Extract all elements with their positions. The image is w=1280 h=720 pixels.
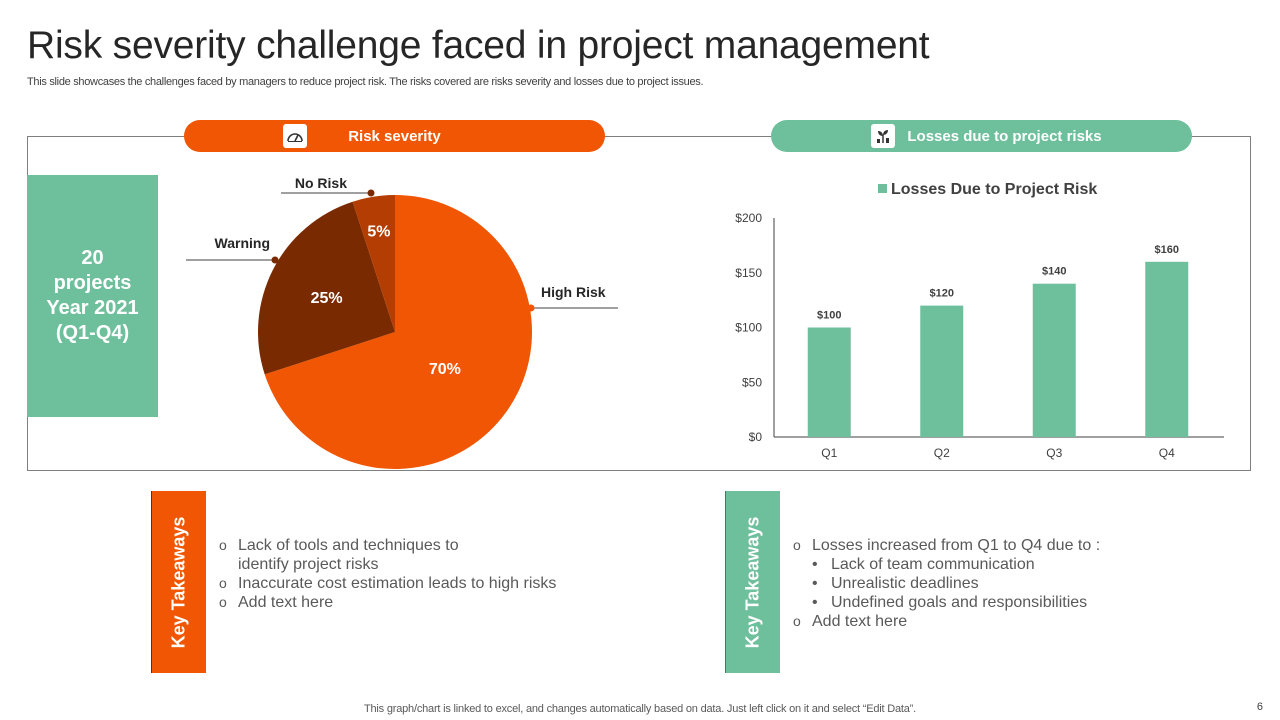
- callout-dot: [367, 189, 375, 197]
- bar-q1: [807, 327, 851, 437]
- gauge-icon: [283, 124, 307, 148]
- legend-swatch: [878, 184, 887, 193]
- footer-note: This graph/chart is linked to excel, and…: [364, 703, 916, 715]
- pie-value-label: 5%: [367, 224, 390, 241]
- key-takeaways-tab-left: Key Takeaways: [151, 491, 206, 673]
- x-tick-label: Q4: [1159, 446, 1175, 460]
- y-tick-label: $50: [742, 375, 762, 389]
- page-title: Risk severity challenge faced in project…: [27, 24, 930, 67]
- y-tick-label: $100: [735, 321, 762, 335]
- takeaways-left-list: o Lack of tools and techniques to identif…: [219, 536, 639, 612]
- x-tick-label: Q1: [821, 446, 837, 460]
- page-subtitle: This slide showcases the challenges face…: [27, 76, 704, 88]
- list-sub-item: • Lack of team communication: [812, 556, 1035, 573]
- callout-dot: [527, 304, 535, 312]
- list-item: o Add text here: [219, 594, 334, 611]
- risk-severity-pie-chart[interactable]: 70% High Risk 25% Warning 5% No Risk: [186, 175, 618, 469]
- money-plant-icon: [871, 124, 895, 148]
- x-tick-label: Q3: [1046, 446, 1062, 460]
- pie-category-label: No Risk: [295, 175, 347, 191]
- bar-value-label: $100: [817, 310, 841, 322]
- takeaways-right-list: o Losses increased from Q1 to Q4 due to :…: [793, 536, 1233, 631]
- x-tick-label: Q2: [934, 446, 950, 460]
- key-takeaways-tab-right: Key Takeaways: [725, 491, 780, 673]
- pie-slice-warning: [258, 201, 395, 375]
- bar-q2: [920, 305, 964, 437]
- projects-word: projects: [53, 272, 132, 294]
- list-sub-item: • Undefined goals and responsibilities: [812, 594, 1088, 611]
- list-item: o Add text here: [793, 613, 908, 630]
- pie-slice-high-risk: [264, 195, 532, 469]
- list-item: o Lack of tools and techniques to identif…: [219, 537, 459, 573]
- losses-header: Losses due to project risks: [771, 120, 1192, 152]
- risk-severity-header: Risk severity: [184, 120, 605, 152]
- losses-header-label: Losses due to project risks: [907, 127, 1102, 145]
- page-number: 6: [1256, 701, 1263, 713]
- losses-bar-chart[interactable]: Losses Due to Project Risk $0 $50 $100 $150 $…: [735, 181, 1224, 460]
- list-item: o Losses increased from Q1 to Q4 due to :: [793, 537, 1101, 554]
- pie-value-label: 25%: [311, 290, 343, 307]
- legend-label: Losses Due to Project Risk: [891, 181, 1097, 198]
- projects-quarters: (Q1-Q4): [55, 322, 130, 344]
- bar-value-label: $140: [1042, 266, 1066, 278]
- projects-year: Year 2021: [46, 297, 139, 319]
- pie-category-label: High Risk: [541, 284, 606, 300]
- y-tick-label: $150: [735, 266, 762, 280]
- pie-category-label: Warning: [215, 235, 270, 251]
- list-sub-item: • Unrealistic deadlines: [812, 575, 979, 592]
- bar-value-label: $160: [1155, 244, 1179, 256]
- bar-q3: [1032, 283, 1076, 437]
- projects-count: 20: [81, 247, 104, 269]
- list-item: o Inaccurate cost estimation leads to hig…: [219, 575, 557, 592]
- projects-summary-box: 20 projects Year 2021 (Q1-Q4): [27, 175, 158, 417]
- pie-value-label: 70%: [429, 361, 461, 378]
- pie-slice-no-risk: [352, 195, 395, 332]
- risk-severity-label: Risk severity: [348, 127, 441, 145]
- bar-q4: [1145, 261, 1189, 437]
- y-tick-label: $200: [735, 211, 762, 225]
- bar-value-label: $120: [930, 288, 954, 300]
- y-tick-label: $0: [749, 430, 763, 444]
- callout-dot: [271, 256, 279, 264]
